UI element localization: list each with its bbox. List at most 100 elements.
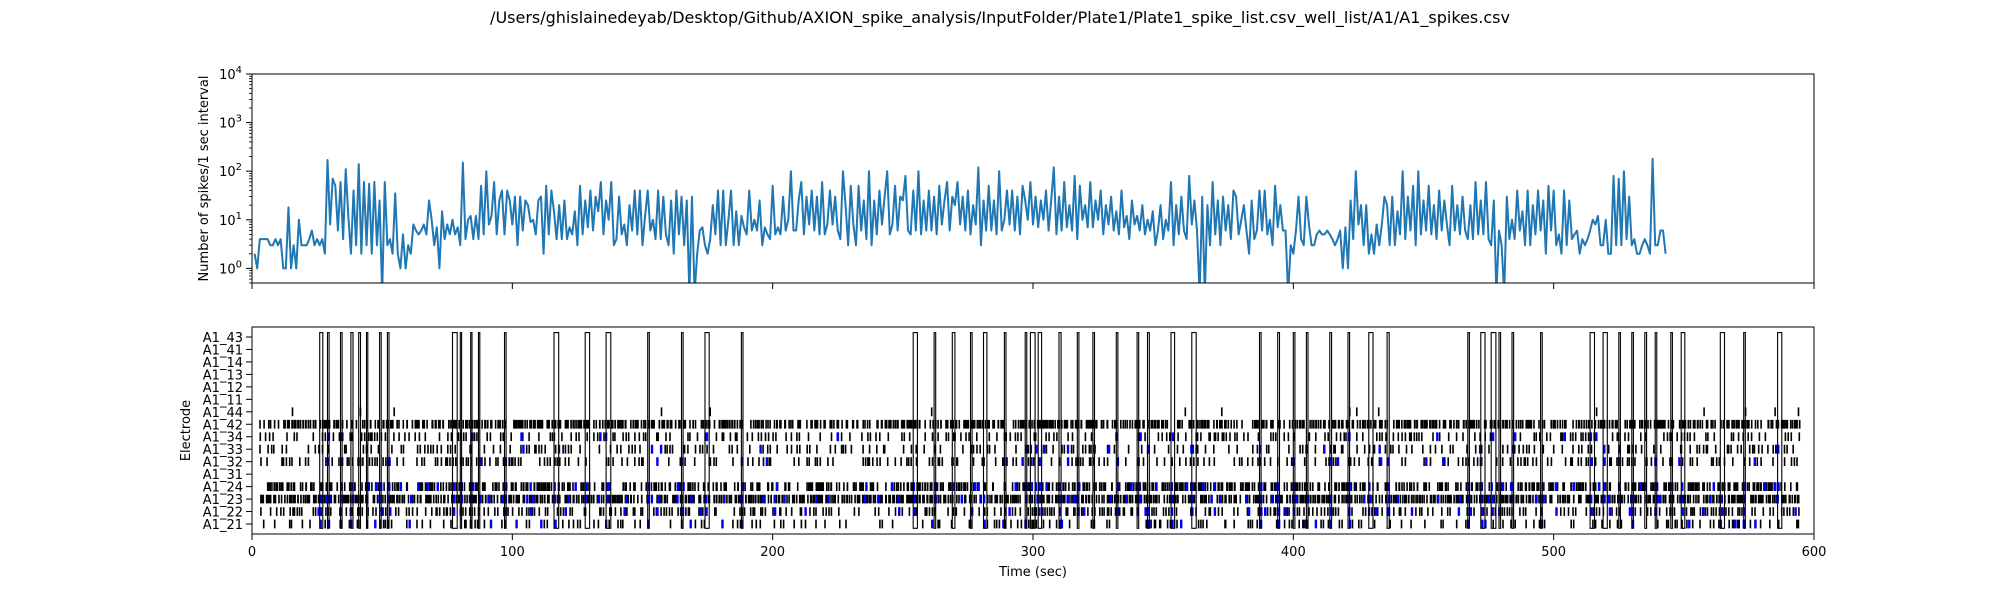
network-burst-box [1305, 332, 1309, 529]
raster-x-tick-label: 100 [500, 545, 525, 560]
raster-spike-layer [259, 407, 1801, 529]
network-burst-box [1092, 332, 1096, 529]
network-burst-box [459, 332, 463, 529]
raster-electrode-label: A1_32 [203, 456, 243, 471]
raster-electrode-label: A1_13 [203, 368, 243, 383]
network-burst-box [1654, 332, 1658, 529]
network-burst-box [379, 332, 382, 529]
raster-x-tick-label: 200 [760, 545, 785, 560]
network-burst-box [365, 332, 369, 529]
network-burst-box [1076, 332, 1080, 529]
network-burst-box [1719, 332, 1726, 529]
raster-x-tick-label: 300 [1021, 545, 1046, 560]
network-burst-box [1498, 332, 1502, 529]
network-burst-box [1170, 332, 1176, 529]
raster-x-tick-label: 0 [248, 545, 256, 560]
raster-spike-row [259, 432, 1801, 442]
raster-electrode-label: A1_34 [203, 431, 243, 446]
top-y-tick-label: 100 [219, 259, 242, 277]
raster-burst-row [317, 507, 1797, 516]
top-y-tick-label: 104 [219, 65, 242, 83]
network-burst-box [1277, 332, 1281, 529]
raster-electrode-label: A1_23 [203, 493, 243, 508]
raster-electrode-label: A1_24 [203, 481, 243, 496]
network-burst-box [1368, 332, 1374, 529]
network-burst-box [969, 332, 973, 529]
raster-y-axis-label: Electrode [179, 400, 194, 461]
spike-count-line-layer [253, 157, 1667, 283]
raster-spike-row [262, 519, 1800, 529]
network-burst-box [1024, 332, 1028, 529]
raster-electrode-label: A1_11 [203, 393, 243, 408]
raster-x-tick-label: 400 [1281, 545, 1306, 560]
raster-electrode-label: A1_12 [203, 381, 243, 396]
network-burst-box [1347, 332, 1351, 529]
network-burst-box [704, 332, 710, 529]
network-burst-box [326, 332, 330, 529]
network-burst-box [1136, 332, 1140, 529]
network-burst-box [319, 332, 324, 529]
network-burst-box [339, 332, 343, 529]
network-burst-box [1467, 332, 1470, 529]
raster-spike-row [260, 457, 1798, 466]
network-burst-box [605, 332, 612, 529]
raster-x-axis-label: Time (sec) [998, 565, 1067, 580]
network-burst-box [951, 332, 956, 529]
network-burst-box [982, 332, 988, 529]
network-burst-box [1292, 332, 1296, 529]
raster-spike-row [259, 419, 1801, 429]
network-burst-box [1602, 332, 1608, 529]
network-burst-layer [319, 332, 1783, 529]
network-burst-box [1618, 332, 1621, 529]
network-burst-box [1480, 332, 1486, 529]
raster-electrode-label: A1_42 [203, 418, 243, 433]
top-y-axis: 100 101 102 103 104 [219, 65, 252, 284]
raster-electrode-label: A1_14 [203, 356, 243, 371]
network-burst-box [1258, 332, 1262, 529]
network-burst-box [1743, 332, 1746, 529]
raster-spike-row [291, 407, 1800, 417]
network-burst-box [1037, 332, 1043, 529]
network-burst-box [350, 332, 354, 529]
network-burst-box [584, 332, 591, 529]
raster-y-axis: A1_21A1_22A1_23A1_24A1_31A1_32A1_33A1_34… [203, 331, 252, 533]
network-burst-box [1490, 332, 1497, 529]
network-burst-box [1511, 332, 1515, 529]
top-y-tick-label: 103 [219, 114, 242, 132]
top-y-axis-label: Number of spikes/1 sec interval [197, 76, 212, 282]
network-burst-box [1003, 332, 1007, 529]
raster-x-tick-label: 600 [1802, 545, 1827, 560]
network-burst-box [1029, 332, 1036, 529]
network-burst-box [1386, 332, 1390, 529]
raster-electrode-label: A1_43 [203, 331, 243, 346]
figure-title: /Users/ghislainedeyab/Desktop/Github/AXI… [490, 8, 1510, 27]
network-burst-box [477, 332, 481, 529]
network-burst-box [1191, 332, 1197, 529]
network-burst-box [386, 332, 390, 529]
network-burst-box [933, 332, 937, 529]
network-burst-box [358, 332, 362, 529]
top-x-axis [251, 283, 1815, 289]
network-burst-box [1670, 332, 1673, 529]
network-burst-box [1589, 332, 1596, 529]
raster-panel: A1_21A1_22A1_23A1_24A1_31A1_32A1_33A1_34… [179, 326, 1827, 580]
raster-electrode-label: A1_22 [203, 506, 243, 521]
raster-burst-layer [317, 432, 1797, 529]
network-burst-box [451, 332, 458, 529]
network-burst-box [647, 332, 650, 529]
network-burst-box [912, 332, 918, 529]
raster-electrode-label: A1_41 [203, 343, 243, 358]
network-burst-box [1146, 332, 1150, 529]
network-burst-box [553, 332, 560, 529]
network-burst-box [740, 332, 744, 529]
spike-count-series-line [253, 157, 1667, 283]
network-burst-box [1058, 332, 1062, 529]
network-burst-box [1777, 332, 1783, 529]
network-burst-box [1644, 332, 1648, 529]
network-burst-box [470, 332, 473, 529]
network-burst-box [1540, 332, 1543, 529]
raster-electrode-label: A1_44 [203, 406, 243, 421]
raster-electrode-label: A1_31 [203, 468, 243, 483]
raster-electrode-label: A1_33 [203, 443, 243, 458]
top-y-tick-label: 102 [219, 162, 242, 180]
